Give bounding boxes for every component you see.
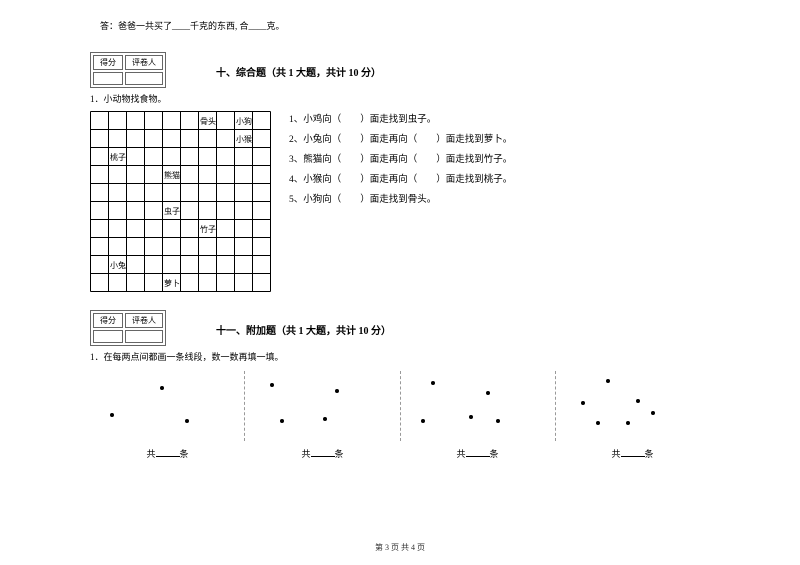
dot — [421, 419, 425, 423]
dot — [185, 419, 189, 423]
dot — [636, 399, 640, 403]
question-line: 4、小猴向（ ）面走再向（ ）面走找到桃子。 — [289, 171, 710, 189]
reviewer-cell — [125, 330, 163, 343]
svg-text:小狗: 小狗 — [236, 116, 252, 126]
dot-group — [556, 371, 710, 441]
dot — [160, 386, 164, 390]
page-footer: 第 3 页 共 4 页 — [0, 542, 800, 553]
score-cell — [93, 72, 123, 85]
svg-text:骨头: 骨头 — [200, 116, 216, 126]
question-line: 3、熊猫向（ ）面走再向（ ）面走找到竹子。 — [289, 151, 710, 169]
animal-grid: 骨头 小狗小猴桃子熊猫虫子竹子小兔萝卜 — [90, 111, 271, 292]
section-11-header: 得分 评卷人 十一、附加题（共 1 大题，共计 10 分） — [90, 310, 710, 346]
dot — [596, 421, 600, 425]
svg-text:虫子: 虫子 — [164, 206, 180, 216]
dot — [431, 381, 435, 385]
count-label: 共条 — [245, 447, 400, 460]
dot-group — [245, 371, 400, 441]
q10-label: 1．小动物找食物。 — [90, 92, 710, 105]
reviewer-cell — [125, 72, 163, 85]
dot — [581, 401, 585, 405]
section-10-questions: 1、小鸡向（ ）面走找到虫子。 2、小兔向（ ）面走再向（ ）面走找到萝卜。 3、熊… — [289, 111, 710, 292]
score-cell — [93, 330, 123, 343]
dot-group — [90, 371, 245, 441]
section-10-content: 骨头 小狗小猴桃子熊猫虫子竹子小兔萝卜 1、小鸡向（ ）面走找到虫子。 2、小兔向（… — [90, 111, 710, 292]
counts-row: 共条共条共条共条 — [90, 447, 710, 460]
section-10-header: 得分 评卷人 十、综合题（共 1 大题，共计 10 分） — [90, 52, 710, 88]
svg-text:小兔: 小兔 — [110, 260, 126, 270]
question-line: 2、小兔向（ ）面走再向（ ）面走找到萝卜。 — [289, 131, 710, 149]
dot — [110, 413, 114, 417]
reviewer-label: 评卷人 — [125, 55, 163, 70]
score-box-10: 得分 评卷人 — [90, 52, 166, 88]
count-label: 共条 — [555, 447, 710, 460]
svg-text:桃子: 桃子 — [110, 152, 126, 162]
dots-row — [90, 371, 710, 441]
dot — [626, 421, 630, 425]
dot — [496, 419, 500, 423]
score-box-11: 得分 评卷人 — [90, 310, 166, 346]
section-11-title: 十一、附加题（共 1 大题，共计 10 分） — [216, 322, 391, 337]
question-line: 1、小鸡向（ ）面走找到虫子。 — [289, 111, 710, 129]
count-label: 共条 — [400, 447, 555, 460]
question-line: 5、小狗向（ ）面走找到骨头。 — [289, 191, 710, 209]
svg-text:竹子: 竹子 — [200, 224, 216, 234]
svg-text:萝卜: 萝卜 — [164, 278, 180, 288]
score-label: 得分 — [93, 55, 123, 70]
svg-text:熊猫: 熊猫 — [164, 170, 180, 180]
section-10-title: 十、综合题（共 1 大题，共计 10 分） — [216, 64, 381, 79]
q11-label: 1．在每两点间都画一条线段，数一数再填一填。 — [90, 350, 710, 363]
dot — [486, 391, 490, 395]
reviewer-label: 评卷人 — [125, 313, 163, 328]
dot — [323, 417, 327, 421]
dot — [606, 379, 610, 383]
svg-text:小猴: 小猴 — [236, 135, 252, 144]
dot — [270, 383, 274, 387]
dot — [469, 415, 473, 419]
dot — [335, 389, 339, 393]
score-label: 得分 — [93, 313, 123, 328]
dot-group — [401, 371, 556, 441]
dot — [280, 419, 284, 423]
answer-line: 答：爸爸一共买了____千克的东西, 合____克。 — [100, 20, 710, 34]
count-label: 共条 — [90, 447, 245, 460]
dot — [651, 411, 655, 415]
